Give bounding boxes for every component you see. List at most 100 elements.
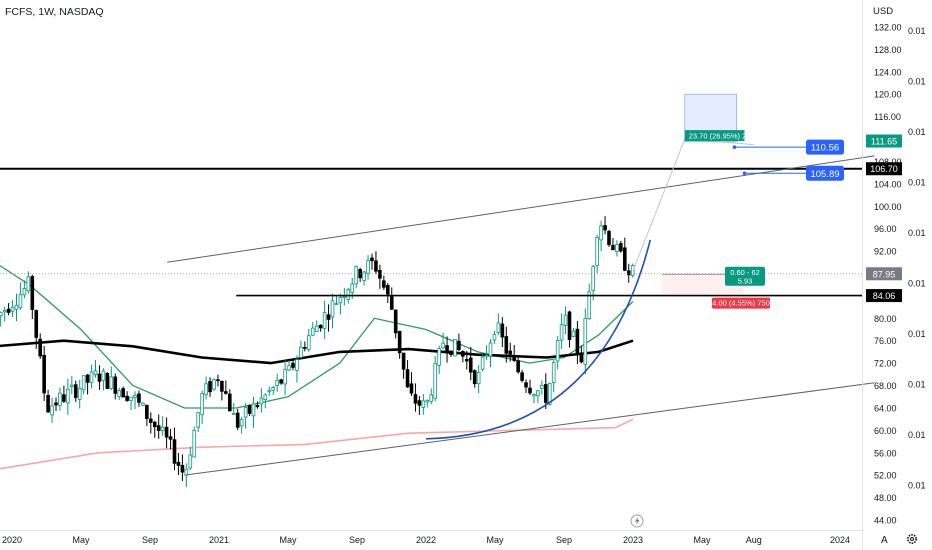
channel-bottom-trendline[interactable] (184, 382, 875, 476)
candle-body (330, 300, 335, 318)
candle-body (0, 312, 3, 317)
candle-body (567, 311, 572, 341)
candle-body (58, 392, 62, 406)
price-badge-label: 106.70 (870, 164, 898, 174)
candle-body (299, 346, 303, 358)
position-label-top: 0.60 - 62 (730, 268, 760, 277)
candle-body (156, 425, 161, 431)
candle-body (354, 266, 358, 285)
candle-body (81, 375, 86, 391)
candle-body (97, 373, 102, 382)
indicator-tick-label: 0.01 (908, 77, 926, 87)
price-tick-label: 120.00 (874, 90, 902, 100)
candle-body (89, 371, 94, 384)
price-badge-label: 87.95 (873, 269, 896, 279)
candle-body (401, 352, 406, 370)
candle-body (235, 412, 240, 428)
candle-body (62, 394, 66, 402)
gear-icon[interactable] (906, 533, 917, 544)
stop-line (0, 418, 634, 470)
drawings-layer[interactable]: 23.70 (26.95%) 2481.25 110.56 105.89 0.60 -… (0, 93, 875, 528)
price-tick-label: 56.00 (874, 448, 897, 458)
candle-body (42, 354, 46, 394)
time-tick-label: 2022 (416, 535, 436, 545)
candle-body (326, 314, 331, 320)
candle-body (275, 380, 279, 386)
candle-body (22, 288, 27, 296)
candle-body (247, 405, 252, 414)
loss-label-bg (712, 297, 770, 309)
candle-body (160, 426, 165, 432)
candle-body (306, 335, 311, 350)
candle-body (212, 379, 216, 390)
moving-average-black (0, 339, 634, 365)
gear-hub (910, 537, 914, 541)
candle-body (449, 350, 453, 355)
candle-body (34, 310, 39, 338)
candle-body (626, 270, 631, 276)
candle-body (468, 357, 473, 373)
candle-body (397, 330, 402, 354)
candle-body (101, 370, 106, 381)
auto-scale-button[interactable]: A (881, 535, 888, 546)
candle-body (619, 243, 623, 252)
candle-body (334, 303, 339, 306)
indicator-tick-label: 0.01 (908, 329, 926, 339)
target-anchor[interactable] (732, 145, 737, 149)
target-anchor[interactable] (742, 171, 747, 176)
candle-body (579, 355, 584, 363)
candle-body (129, 396, 133, 402)
candle-body (314, 325, 319, 332)
candle-body (310, 327, 315, 336)
candle-body (184, 468, 189, 476)
position-label-bg[interactable] (725, 266, 765, 286)
candle-body (148, 418, 153, 423)
price-badge (866, 289, 902, 303)
candle-body (220, 380, 224, 392)
candle-body (500, 323, 505, 338)
candle-body (551, 361, 556, 383)
candle-body (10, 306, 15, 312)
candle-body (283, 369, 287, 385)
price-tick-label: 76.00 (874, 336, 897, 346)
candle-body (26, 276, 31, 292)
price-tick-label: 124.00 (874, 67, 902, 77)
candle-body (504, 336, 509, 354)
candle-body (587, 291, 592, 320)
time-tick-label: 2024 (830, 535, 850, 545)
target-pill[interactable] (806, 165, 844, 181)
moving-average-layer (0, 264, 634, 409)
position-label-bottom: 5.93 (738, 276, 753, 285)
candle-body (200, 393, 204, 416)
candle-body (409, 383, 414, 394)
price-tick-label: 92.00 (874, 247, 897, 257)
indicator-tick-label: 0.01 (908, 279, 926, 289)
candle-body (196, 412, 201, 428)
price-tick-label: 52.00 (874, 471, 897, 481)
parabolic-curve[interactable] (425, 239, 652, 440)
price-axis-unit: USD (873, 6, 894, 17)
candle-body (318, 324, 323, 329)
candle-body (208, 381, 212, 393)
candle-body (338, 296, 343, 304)
candle-body (342, 295, 347, 298)
candle-body (559, 324, 564, 341)
candle-body (2, 309, 7, 313)
target-pill[interactable] (806, 139, 844, 155)
candle-body (77, 387, 82, 400)
indicator-tick-label: 0.01 (908, 481, 926, 491)
candle-body (607, 230, 611, 246)
candle-body (362, 271, 366, 281)
indicator-tick-label: 0.01 (908, 178, 926, 188)
candle-body (216, 379, 220, 382)
symbol-title[interactable]: FCFS, 1W, NASDAQ (5, 6, 104, 18)
candle-body (445, 345, 449, 353)
candle-body (484, 354, 489, 357)
price-badge-label: 111.65 (871, 137, 897, 147)
candle-body (571, 330, 576, 337)
candle-body (303, 347, 307, 349)
time-tick-label: 2020 (2, 535, 22, 545)
candles-layer (0, 216, 862, 488)
